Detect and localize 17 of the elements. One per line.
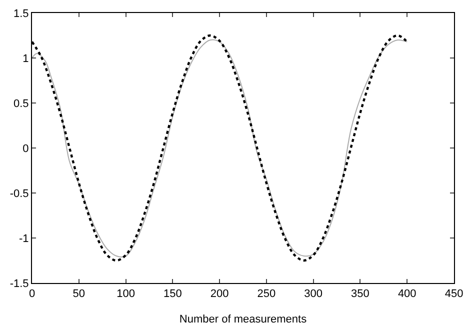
y-tick-label: -0.5: [10, 188, 29, 200]
x-tick-label: 200: [210, 288, 229, 300]
x-tick-label: 350: [351, 288, 370, 300]
y-tick-label: 1.5: [14, 8, 29, 20]
y-tick-label: 0: [22, 142, 29, 155]
x-tick-label: 400: [398, 288, 416, 300]
x-tick-label: 50: [72, 288, 86, 300]
y-tick-label: 0.5: [14, 98, 29, 110]
y-tick-label: -1: [19, 232, 29, 245]
y-tick-label: -1.5: [10, 278, 29, 290]
x-tick-label: 450: [444, 288, 464, 300]
x-tick-label: 250: [257, 288, 276, 300]
x-tick-label: 100: [116, 288, 135, 300]
x-tick-label: 150: [163, 288, 182, 300]
y-tick-label: 1: [22, 52, 29, 65]
x-tick-label: 300: [304, 288, 323, 300]
x-axis-title: Number of measurements: [179, 313, 308, 326]
